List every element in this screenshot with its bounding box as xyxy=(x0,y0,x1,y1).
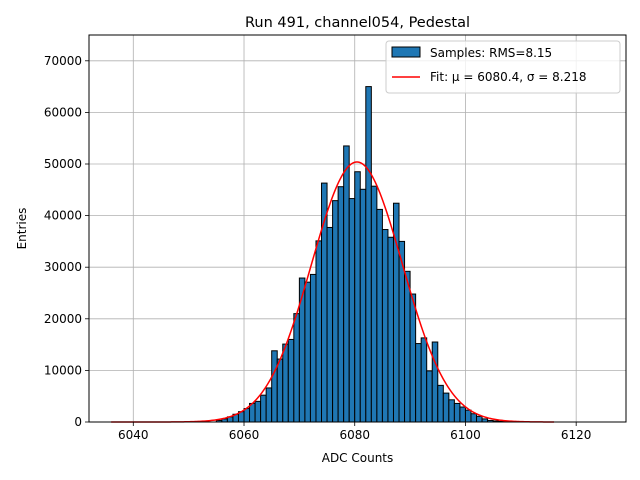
histogram-bar xyxy=(298,277,306,423)
histogram-bar xyxy=(453,402,461,423)
x-tick-label: 6060 xyxy=(229,428,260,442)
x-tick-label: 6120 xyxy=(561,428,592,442)
y-tick-label: 40000 xyxy=(44,209,82,223)
plot-frame xyxy=(88,34,627,423)
histogram-bar xyxy=(409,293,417,423)
histogram-bar xyxy=(309,273,317,423)
legend-swatch-samples xyxy=(391,46,421,58)
y-axis-title: Entries xyxy=(15,208,29,250)
y-axis-ticks: 0 10000 20000 30000 40000 50000 60000 70000 xyxy=(44,54,89,429)
x-axis-ticks: 6040 6060 6080 6100 6120 xyxy=(118,422,591,442)
chart-title: Run 491, channel054, Pedestal xyxy=(245,15,470,31)
x-tick-label: 6040 xyxy=(118,428,149,442)
histogram-bar xyxy=(293,313,300,423)
histogram-bar xyxy=(260,394,267,423)
histogram-bar xyxy=(337,186,345,423)
histogram-bar xyxy=(437,384,444,423)
histogram-bar xyxy=(343,145,350,423)
y-tick-label: 60000 xyxy=(44,105,82,119)
histogram-bar xyxy=(459,406,466,423)
y-tick-label: 0 xyxy=(74,415,82,429)
y-tick-label: 10000 xyxy=(44,363,82,377)
histogram-bar xyxy=(315,240,323,423)
histogram-bar xyxy=(326,226,334,423)
histogram-bar xyxy=(448,399,455,423)
histogram-bar xyxy=(387,236,394,423)
y-tick-label: 70000 xyxy=(44,54,82,68)
histogram-bar xyxy=(476,415,483,423)
histogram-bar xyxy=(464,409,472,423)
histogram-bar xyxy=(359,188,367,423)
histogram-bar xyxy=(276,358,284,423)
histogram-bar xyxy=(271,350,278,423)
legend-box xyxy=(385,40,621,94)
histogram-bar xyxy=(426,370,433,423)
histogram-bar xyxy=(348,198,356,423)
histogram-bar xyxy=(381,229,389,423)
histogram-bars xyxy=(215,86,511,423)
histogram-bar xyxy=(265,387,273,423)
histogram-bar xyxy=(442,392,450,423)
legend: Samples: RMS=8.15 Fit: μ = 6080.4, σ = 8… xyxy=(385,40,621,94)
histogram-bar xyxy=(415,343,422,423)
y-tick-label: 50000 xyxy=(44,157,82,171)
histogram-bar xyxy=(431,341,439,423)
y-tick-label: 20000 xyxy=(44,312,82,326)
legend-label-samples: Samples: RMS=8.15 xyxy=(430,46,552,60)
histogram-bar xyxy=(470,413,478,423)
histogram-bar xyxy=(370,185,378,423)
histogram-bar xyxy=(282,343,289,423)
histogram-bar xyxy=(420,337,428,423)
histogram-bar xyxy=(287,338,295,423)
histogram-bar xyxy=(243,408,251,423)
legend-label-fit: Fit: μ = 6080.4, σ = 8.218 xyxy=(430,70,587,84)
histogram-bar xyxy=(332,200,339,423)
x-axis-title: ADC Counts xyxy=(322,451,394,465)
y-tick-label: 30000 xyxy=(44,260,82,274)
x-tick-label: 6080 xyxy=(339,428,370,442)
histogram-bar xyxy=(365,86,372,423)
histogram-bar xyxy=(376,208,383,423)
x-tick-label: 6100 xyxy=(450,428,481,442)
histogram-bar xyxy=(304,281,311,423)
histogram-bar xyxy=(254,400,262,423)
histogram-bar xyxy=(354,171,361,423)
histogram-bar xyxy=(404,270,411,423)
